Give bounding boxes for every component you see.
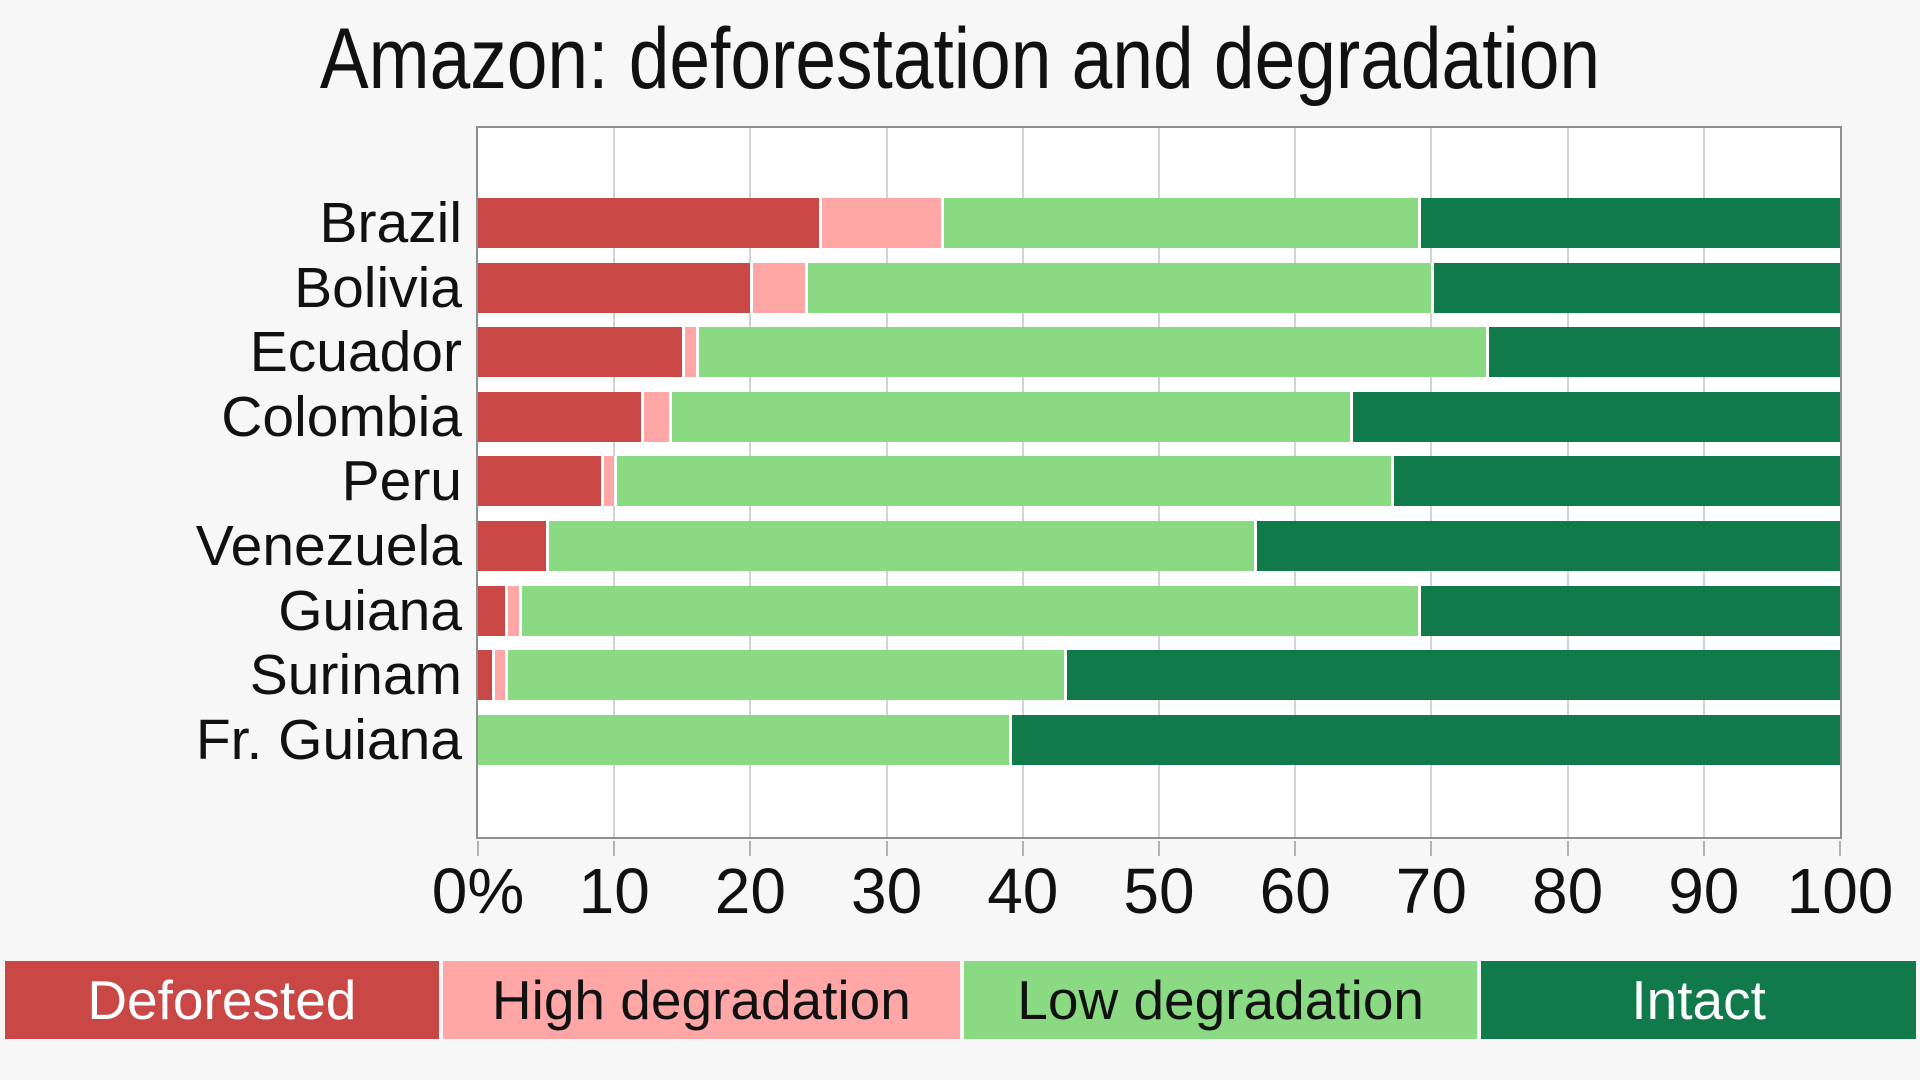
bar-row-guiana bbox=[478, 585, 1840, 636]
legend-item-low-degradation: Low degradation bbox=[964, 961, 1478, 1039]
x-tick-label: 40 bbox=[987, 855, 1059, 927]
bar-segment-low-degradation bbox=[695, 327, 1486, 378]
x-tick-label: 80 bbox=[1532, 855, 1604, 927]
bar-segment-intact bbox=[1063, 650, 1840, 701]
bar-row-bolivia bbox=[478, 262, 1840, 313]
x-tick-label: 100 bbox=[1786, 855, 1894, 927]
bar-segment-low-degradation bbox=[518, 585, 1418, 636]
bar-row-peru bbox=[478, 456, 1840, 507]
bar-segment-deforested bbox=[478, 262, 751, 313]
bar-segment-deforested bbox=[478, 327, 683, 378]
x-tick bbox=[1702, 841, 1705, 856]
bar-segment-low-degradation bbox=[505, 650, 1064, 701]
category-label: Colombia bbox=[221, 384, 462, 449]
bar-segment-intact bbox=[1431, 262, 1840, 313]
plot-area bbox=[478, 128, 1840, 837]
bar-segment-high-degradation bbox=[818, 198, 942, 248]
bar-segment-high-degradation bbox=[750, 262, 805, 313]
category-label: Surinam bbox=[249, 643, 462, 708]
bar-segment-low-degradation bbox=[478, 714, 1010, 765]
bar-segment-deforested bbox=[478, 585, 506, 636]
x-tick bbox=[749, 841, 752, 856]
x-tick bbox=[1021, 841, 1024, 856]
bar-segment-intact bbox=[1390, 456, 1840, 507]
bar-segment-intact bbox=[1349, 391, 1840, 442]
bar-segment-low-degradation bbox=[941, 198, 1418, 248]
x-tick-label: 30 bbox=[851, 855, 923, 927]
bar-segment-high-degradation bbox=[491, 650, 506, 701]
category-label: Guiana bbox=[278, 578, 462, 643]
bar-segment-intact bbox=[1254, 521, 1840, 571]
category-label: Fr. Guiana bbox=[195, 707, 462, 772]
bar-segment-low-degradation bbox=[614, 456, 1391, 507]
x-tick bbox=[1430, 841, 1433, 856]
category-label: Peru bbox=[341, 449, 462, 514]
x-tick bbox=[477, 841, 479, 856]
bar-segment-intact bbox=[1417, 585, 1840, 636]
category-label: Ecuador bbox=[249, 320, 462, 385]
x-tick bbox=[613, 841, 616, 856]
bar-row-surinam bbox=[478, 650, 1840, 701]
x-tick-label: 50 bbox=[1123, 855, 1195, 927]
bar-segment-high-degradation bbox=[505, 585, 519, 636]
bar-segment-deforested bbox=[478, 456, 601, 507]
legend: Deforested High degradation Low degradatio… bbox=[5, 961, 1916, 1039]
legend-item-deforested: Deforested bbox=[5, 961, 439, 1039]
bar-segment-deforested bbox=[478, 650, 492, 701]
x-tick-label: 10 bbox=[578, 855, 650, 927]
chart-title: Amazon: deforestation and degradation bbox=[319, 11, 1601, 107]
x-tick-label: 90 bbox=[1668, 855, 1740, 927]
bar-segment-intact bbox=[1009, 714, 1840, 765]
x-tick-label: 20 bbox=[714, 855, 786, 927]
bar-segment-low-degradation bbox=[668, 391, 1350, 442]
x-tick-label: 60 bbox=[1259, 855, 1331, 927]
bar-segment-intact bbox=[1485, 327, 1840, 378]
category-label: Bolivia bbox=[294, 255, 462, 320]
bar-row-venezuela bbox=[478, 521, 1840, 571]
bar-segment-deforested bbox=[478, 521, 547, 571]
legend-item-high-degradation: High degradation bbox=[442, 961, 960, 1039]
bar-segment-high-degradation bbox=[641, 391, 669, 442]
x-tick bbox=[885, 841, 888, 856]
category-label: Venezuela bbox=[195, 514, 462, 578]
bar-segment-deforested bbox=[478, 198, 819, 248]
bar-row-ecuador bbox=[478, 327, 1840, 378]
bar-segment-low-degradation bbox=[546, 521, 1255, 571]
x-tick bbox=[1294, 841, 1297, 856]
bar-row-fr-guiana bbox=[478, 714, 1840, 765]
bar-segment-deforested bbox=[478, 391, 642, 442]
bar-segment-high-degradation bbox=[682, 327, 696, 378]
x-tick bbox=[1839, 841, 1841, 856]
x-tick-label: 0% bbox=[431, 855, 525, 927]
bar-row-brazil bbox=[478, 198, 1840, 248]
category-label: Brazil bbox=[319, 191, 462, 255]
bar-segment-low-degradation bbox=[804, 262, 1432, 313]
bar-segment-intact bbox=[1417, 198, 1840, 248]
x-tick-label: 70 bbox=[1395, 855, 1467, 927]
x-tick bbox=[1566, 841, 1569, 856]
legend-item-intact: Intact bbox=[1481, 961, 1916, 1039]
x-tick bbox=[1158, 841, 1160, 856]
bar-segment-high-degradation bbox=[600, 456, 615, 507]
bar-row-colombia bbox=[478, 391, 1840, 442]
